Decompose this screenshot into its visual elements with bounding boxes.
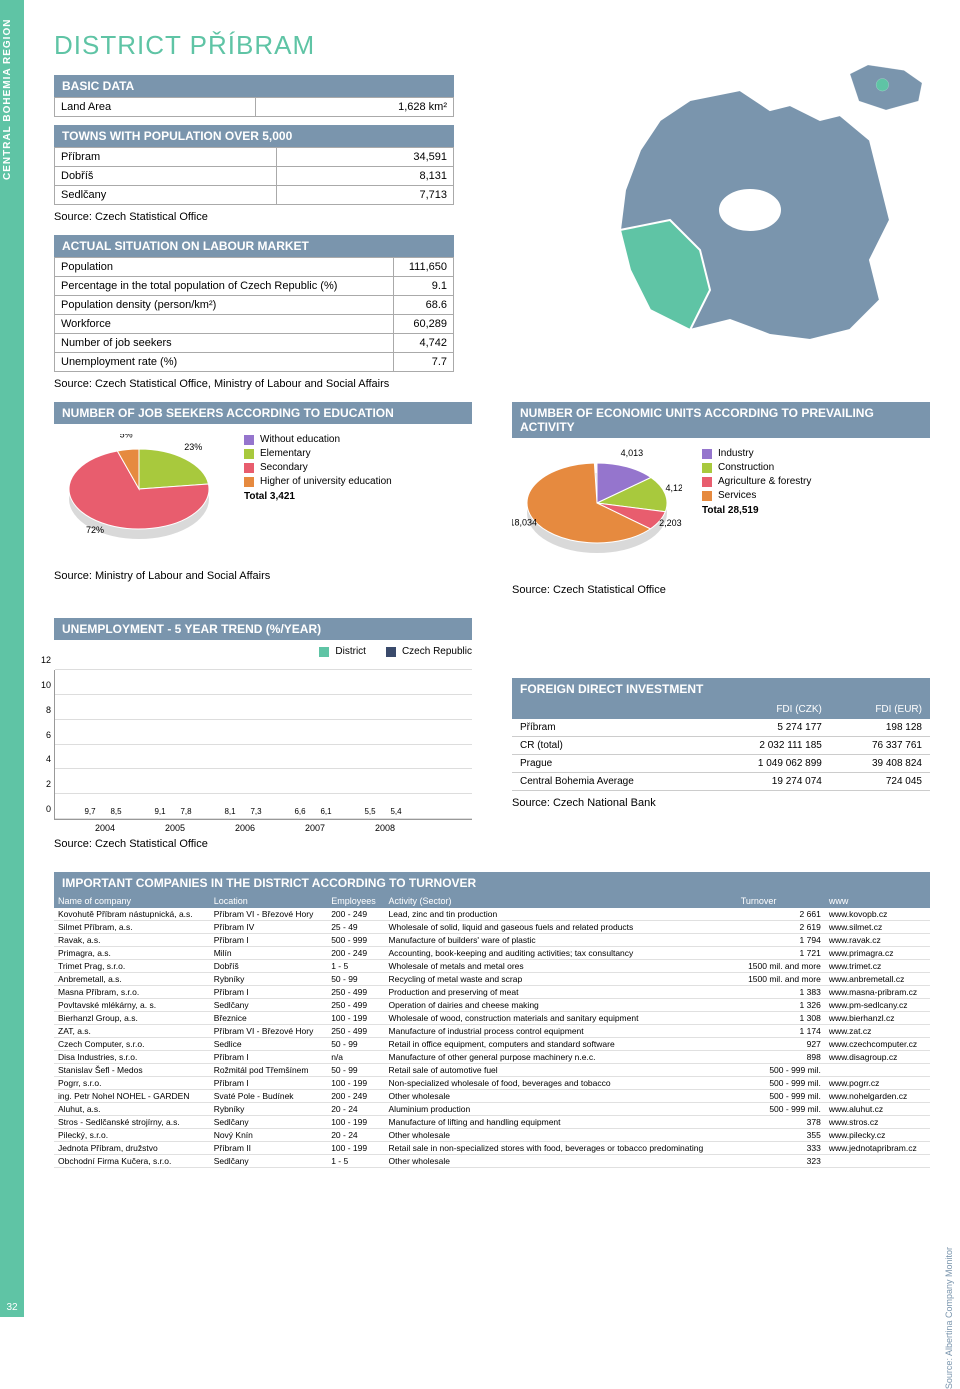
econ-pie-header: NUMBER OF ECONOMIC UNITS ACCORDING TO PR… xyxy=(512,402,930,438)
edu-pie-chart: 23% 72% 5% xyxy=(54,434,224,554)
svg-text:5%: 5% xyxy=(120,434,133,440)
page-title: DISTRICT PŘÍBRAM xyxy=(54,30,930,61)
fdi-table: FDI (CZK)FDI (EUR) Příbram5 274 177198 1… xyxy=(512,700,930,791)
edu-pie-header: NUMBER OF JOB SEEKERS ACCORDING TO EDUCA… xyxy=(54,402,472,424)
page-number: 32 xyxy=(2,1302,22,1313)
basic-data-table: Land Area1,628 km² xyxy=(54,97,454,117)
svg-text:4,013: 4,013 xyxy=(621,448,644,458)
district-map xyxy=(570,60,930,360)
svg-text:23%: 23% xyxy=(184,442,202,452)
companies-header: IMPORTANT COMPANIES IN THE DISTRICT ACCO… xyxy=(54,872,930,894)
source-text: Source: Czech Statistical Office xyxy=(54,838,472,850)
svg-text:18,034: 18,034 xyxy=(512,518,537,528)
towns-table: Příbram34,591Dobříš8,131Sedlčany7,713 xyxy=(54,147,454,205)
labour-header: ACTUAL SITUATION ON LABOUR MARKET xyxy=(54,235,454,257)
econ-pie-chart: 4,013 4,129 2,203 18,034 xyxy=(512,448,682,568)
source-text: Source: Czech Statistical Office xyxy=(512,584,930,596)
region-sidebar: CENTRAL BOHEMIA REGION 32 xyxy=(0,0,24,1317)
fdi-header: FOREIGN DIRECT INVESTMENT xyxy=(512,678,930,700)
unemp-chart: 0246810129,78,520049,17,820058,17,320066… xyxy=(54,670,472,820)
source-text: Source: Ministry of Labour and Social Af… xyxy=(54,570,472,582)
labour-table: Population111,650Percentage in the total… xyxy=(54,257,454,372)
svg-text:2,203: 2,203 xyxy=(659,518,682,528)
basic-data-header: BASIC DATA xyxy=(54,75,454,97)
svg-text:4,129: 4,129 xyxy=(665,483,682,493)
companies-table: Name of companyLocationEmployeesActivity… xyxy=(54,894,930,1168)
source-text: Source: Czech National Bank xyxy=(512,797,930,809)
side-source: Source: Albertina Company Monitor xyxy=(944,1247,954,1389)
svg-text:72%: 72% xyxy=(86,525,104,535)
region-label: CENTRAL BOHEMIA REGION xyxy=(2,19,13,180)
unemp-header: UNEMPLOYMENT - 5 YEAR TREND (%/YEAR) xyxy=(54,618,472,640)
towns-header: TOWNS WITH POPULATION OVER 5,000 xyxy=(54,125,454,147)
source-text: Source: Czech Statistical Office, Minist… xyxy=(54,378,930,390)
